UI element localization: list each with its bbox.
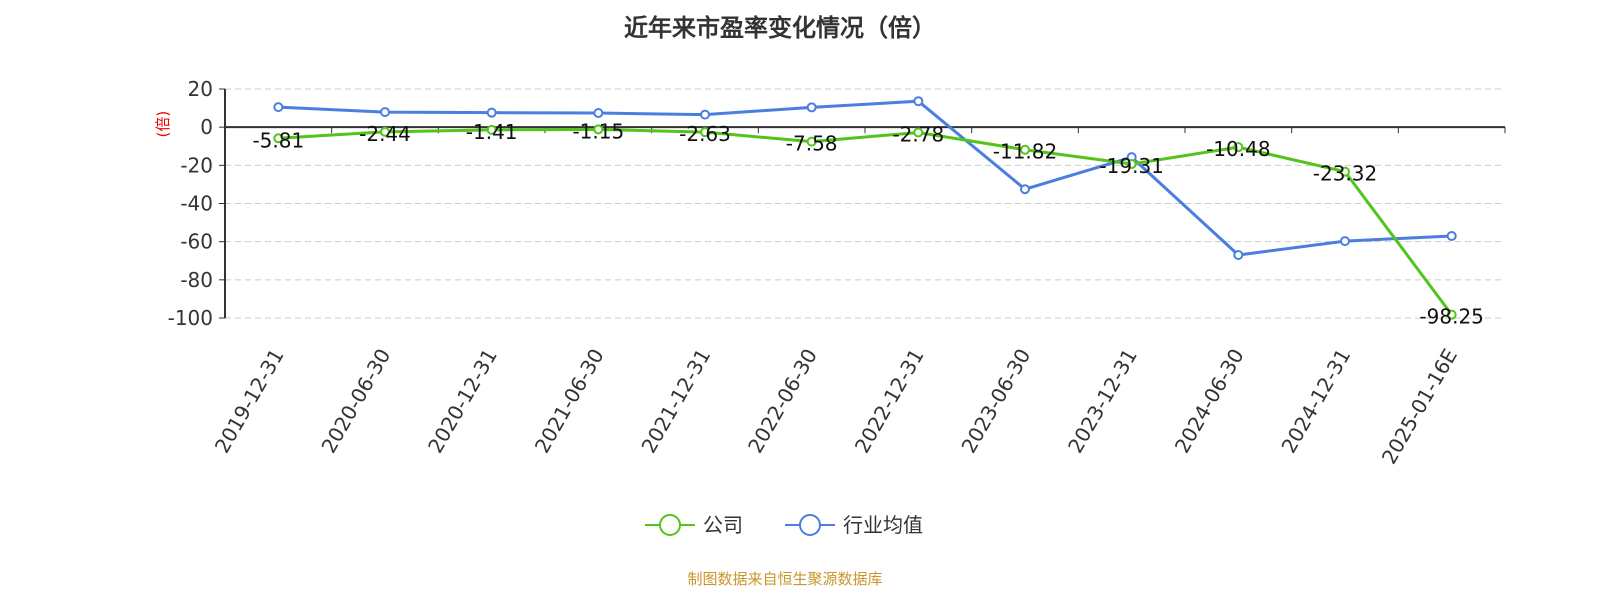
y-tick-label: -60 <box>180 230 213 254</box>
y-tick-label: -40 <box>180 192 213 216</box>
data-label: -19.31 <box>1099 154 1163 178</box>
legend-marker <box>799 514 821 536</box>
data-point <box>486 107 497 118</box>
x-tick-label: 2022-12-31 <box>850 344 929 457</box>
data-label: -2.63 <box>679 122 731 146</box>
data-label: -11.82 <box>993 140 1057 164</box>
data-label: -2.44 <box>359 122 411 146</box>
y-axis-label: (倍) <box>154 111 172 138</box>
x-tick-label: 2024-06-30 <box>1170 345 1249 458</box>
x-tick-label: 2020-06-30 <box>316 345 395 458</box>
x-tick-label: 2023-06-30 <box>956 345 1035 458</box>
data-point <box>1340 166 1350 177</box>
data-point <box>1020 144 1030 155</box>
x-tick-label: 2019-12-31 <box>210 345 289 458</box>
y-tick-label: -100 <box>168 306 213 330</box>
data-point <box>273 133 284 144</box>
data-point <box>1340 236 1350 247</box>
data-point <box>913 96 924 107</box>
data-point <box>380 107 390 118</box>
data-point <box>486 124 497 135</box>
data-point <box>1020 184 1030 195</box>
x-tick-label: 2020-12-31 <box>423 344 502 457</box>
series-line <box>278 127 1453 316</box>
data-point <box>273 102 284 113</box>
chart-title: 近年来市盈率变化情况（倍） <box>624 14 936 42</box>
y-tick-label: -20 <box>180 153 213 177</box>
data-label: -1.15 <box>572 119 624 143</box>
legend-label: 公司 <box>703 513 743 537</box>
data-point <box>700 127 710 138</box>
y-tick-label: 20 <box>188 77 213 101</box>
data-point <box>1233 142 1244 153</box>
legend-label: 行业均值 <box>843 513 923 537</box>
y-tick-label: 0 <box>200 115 213 139</box>
source-note: 制图数据来自恒生聚源数据库 <box>687 570 883 588</box>
x-tick-label: 2023-12-31 <box>1063 345 1142 458</box>
data-point <box>1126 159 1137 170</box>
x-tick-label: 2021-12-31 <box>636 345 715 458</box>
data-label: -10.48 <box>1206 137 1270 161</box>
data-label: -98.25 <box>1419 305 1483 329</box>
data-label: -7.58 <box>786 132 838 156</box>
legend-marker <box>659 514 681 536</box>
data-point <box>1446 309 1457 320</box>
data-point <box>593 108 604 119</box>
x-tick-label: 2022-06-30 <box>743 345 822 458</box>
data-point <box>913 127 924 138</box>
series-line <box>278 99 1452 257</box>
data-label: -2.78 <box>892 122 944 146</box>
data-point <box>806 102 817 113</box>
data-point <box>1446 230 1457 241</box>
data-label: -5.81 <box>252 128 304 152</box>
data-point <box>380 126 390 137</box>
data-point <box>700 109 710 120</box>
x-tick-label: 2025-01-16E <box>1377 345 1462 469</box>
data-label: -1.41 <box>466 120 518 144</box>
data-label: -23.32 <box>1313 162 1377 186</box>
x-tick-label: 2021-06-30 <box>530 345 609 458</box>
data-point <box>1233 250 1244 261</box>
data-point <box>806 136 817 147</box>
y-tick-label: -80 <box>180 268 213 292</box>
data-point <box>593 124 604 135</box>
x-tick-label: 2024-12-31 <box>1276 345 1355 458</box>
